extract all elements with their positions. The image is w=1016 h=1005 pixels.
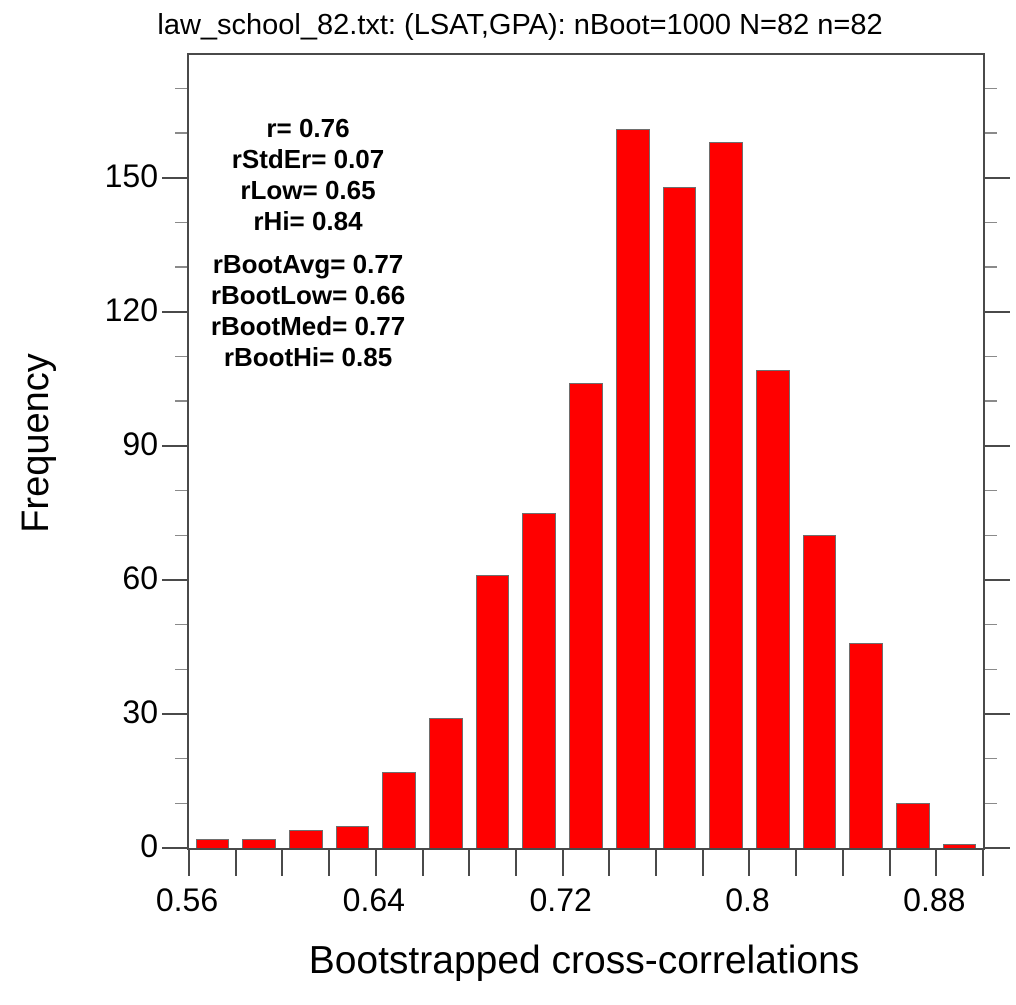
y-tick [175, 132, 187, 134]
y-tick [175, 489, 187, 492]
y-tick [985, 266, 997, 268]
x-axis-label: Bootstrapped cross-correlations [308, 939, 860, 982]
y-tick [175, 221, 187, 224]
x-tick [701, 850, 704, 876]
stat-line: rBootHi= 0.85 [223, 342, 393, 372]
x-tick [982, 850, 984, 876]
y-tick-label: 0 [140, 828, 158, 864]
y-tick [985, 712, 1010, 715]
y-tick [175, 668, 187, 671]
histogram-bar [288, 830, 323, 848]
chart-title: law_school_82.txt: (LSAT,GPA): nBoot=100… [157, 9, 883, 41]
y-tick [985, 221, 997, 224]
y-tick [175, 534, 187, 537]
stats-annotation: r= 0.76 rStdEr= 0.07 rLow= 0.65 rHi= 0.84 r… [211, 113, 405, 373]
histogram-bar [475, 575, 510, 848]
histogram-bar [709, 142, 743, 848]
stat-line: rBootLow= 0.66 [210, 280, 406, 310]
y-tick [985, 132, 997, 134]
y-tick-label: 60 [122, 559, 158, 596]
y-tick [175, 87, 187, 90]
x-tick [421, 850, 424, 876]
x-tick [935, 850, 938, 876]
stat-line: rBootAvg= 0.77 [212, 249, 404, 279]
y-tick [985, 87, 997, 90]
y-tick [162, 712, 187, 715]
x-tick [281, 850, 284, 876]
histogram-bar [942, 843, 977, 848]
y-tick [985, 489, 997, 492]
histogram-bar [382, 772, 417, 848]
x-tick [514, 850, 517, 876]
x-tick [841, 850, 844, 876]
y-tick [985, 578, 1010, 581]
histogram-bar [849, 642, 884, 848]
histogram-bar [335, 825, 370, 848]
y-tick-label: 150 [104, 157, 158, 194]
y-tick [985, 176, 1010, 179]
x-tick [468, 850, 471, 876]
y-tick [175, 266, 187, 268]
x-tick-label: 0.8 [725, 882, 770, 918]
x-tick [655, 850, 658, 876]
y-tick [175, 400, 187, 402]
histogram-bar [195, 839, 230, 848]
histogram-bar [662, 186, 697, 848]
x-tick [188, 850, 190, 876]
x-tick-label: 0.56 [155, 882, 219, 918]
y-tick [985, 400, 997, 402]
x-tick [888, 850, 891, 876]
histogram-bar [242, 839, 276, 848]
histogram-bar [569, 383, 603, 848]
histogram-bar [755, 369, 790, 848]
y-tick [985, 802, 997, 805]
histogram-bar [615, 128, 650, 848]
y-tick [985, 534, 997, 537]
histogram-bar [522, 512, 557, 848]
y-tick [162, 578, 187, 581]
y-tick [162, 847, 187, 849]
x-tick-label: 0.88 [903, 882, 966, 918]
x-tick [561, 850, 564, 876]
x-tick [795, 850, 798, 876]
plot-area: r= 0.76 rStdEr= 0.07 rLow= 0.65 rHi= 0.84 r… [162, 53, 1010, 876]
stat-line: r= 0.76 [266, 113, 350, 143]
y-tick [175, 757, 187, 760]
y-tick-label: 90 [122, 425, 158, 462]
y-tick [985, 847, 1010, 849]
y-tick-label: 120 [104, 291, 158, 328]
histogram-bar [896, 803, 930, 848]
histogram-bar [429, 718, 463, 848]
x-tick [328, 850, 331, 876]
y-tick [162, 310, 187, 313]
y-tick [175, 623, 187, 626]
y-tick [162, 176, 187, 179]
x-tick-label: 0.72 [529, 882, 592, 918]
x-tick [748, 850, 751, 876]
y-tick [175, 802, 187, 805]
y-tick [162, 444, 187, 447]
y-tick [985, 668, 997, 671]
stat-line: rLow= 0.65 [240, 175, 376, 205]
y-tick [985, 355, 997, 358]
histogram-bar [802, 535, 837, 848]
y-tick [985, 623, 997, 626]
stat-line: rHi= 0.84 [253, 206, 363, 236]
y-tick-label: 30 [122, 693, 158, 730]
stats-group-boot: rBootAvg= 0.77 rBootLow= 0.66 rBootMed= 0.… [211, 249, 405, 373]
stat-line: rStdEr= 0.07 [231, 144, 385, 174]
y-tick [985, 444, 1010, 447]
stat-line: rBootMed= 0.77 [210, 311, 406, 341]
y-tick [175, 355, 187, 358]
x-tick [608, 850, 611, 876]
x-tick [374, 850, 377, 876]
y-tick [985, 310, 1010, 313]
stats-group-r: r= 0.76 rStdEr= 0.07 rLow= 0.65 rHi= 0.84 [211, 113, 405, 237]
x-tick-label: 0.64 [342, 882, 405, 918]
x-tick [234, 850, 237, 876]
y-tick [985, 757, 997, 760]
